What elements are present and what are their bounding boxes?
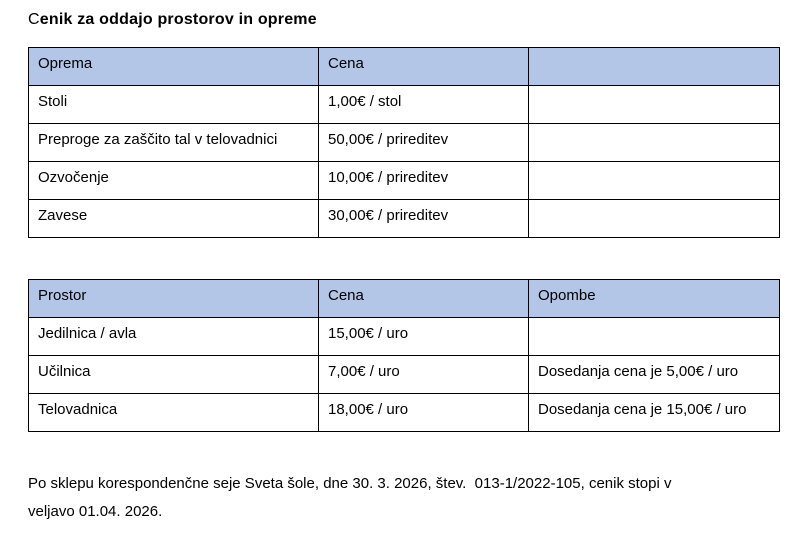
- cell-equipment-price: 1,00€ / stol: [318, 85, 529, 124]
- cell-equipment-note: [528, 123, 780, 162]
- table-row: Preproge za zaščito tal v telovadnici 50…: [28, 123, 780, 162]
- footer-note-line2: veljavo 01.04. 2026.: [28, 503, 163, 520]
- table-header-row: Prostor Cena Opombe: [28, 279, 780, 318]
- header-cena: Cena: [318, 47, 529, 86]
- table-row: Učilnica 7,00€ / uro Dosedanja cena je 5…: [28, 355, 780, 394]
- cell-room-price: 18,00€ / uro: [318, 393, 529, 432]
- header-empty: [528, 47, 780, 86]
- cell-equipment-note: [528, 85, 780, 124]
- table-row: Zavese 30,00€ / prireditev: [28, 199, 780, 238]
- footer-note: Po sklepu korespondenčne seje Sveta šole…: [28, 470, 786, 526]
- page-title-rest: enik za oddajo prostorov in opreme: [39, 11, 317, 28]
- table-row: Telovadnica 18,00€ / uro Dosedanja cena …: [28, 393, 780, 432]
- rooms-table: Prostor Cena Opombe Jedilnica / avla 15,…: [28, 279, 780, 432]
- cell-equipment-price: 50,00€ / prireditev: [318, 123, 529, 162]
- cell-room-name: Učilnica: [28, 355, 319, 394]
- cell-equipment-name: Preproge za zaščito tal v telovadnici: [28, 123, 319, 162]
- cell-equipment-price: 30,00€ / prireditev: [318, 199, 529, 238]
- cell-room-name: Jedilnica / avla: [28, 317, 319, 356]
- table-row: Jedilnica / avla 15,00€ / uro: [28, 317, 780, 356]
- cell-room-price: 7,00€ / uro: [318, 355, 529, 394]
- header-oprema: Oprema: [28, 47, 319, 86]
- table-row: Ozvočenje 10,00€ / prireditev: [28, 161, 780, 200]
- cell-equipment-name: Zavese: [28, 199, 319, 238]
- cell-equipment-note: [528, 199, 780, 238]
- cell-equipment-price: 10,00€ / prireditev: [318, 161, 529, 200]
- cell-room-price: 15,00€ / uro: [318, 317, 529, 356]
- cell-room-note: [528, 317, 780, 356]
- equipment-table: Oprema Cena Stoli 1,00€ / stol Preproge …: [28, 47, 780, 238]
- table-header-row: Oprema Cena: [28, 47, 780, 86]
- header-prostor: Prostor: [28, 279, 319, 318]
- page-title-first-letter: C: [28, 11, 40, 28]
- header-opombe: Opombe: [528, 279, 780, 318]
- cell-equipment-note: [528, 161, 780, 200]
- cell-equipment-name: Stoli: [28, 85, 319, 124]
- page-title: Cenik za oddajo prostorov in opreme: [28, 10, 779, 29]
- cell-equipment-name: Ozvočenje: [28, 161, 319, 200]
- cell-room-note: Dosedanja cena je 15,00€ / uro: [528, 393, 780, 432]
- footer-note-line1: Po sklepu korespondenčne seje Sveta šole…: [28, 475, 672, 492]
- cell-room-name: Telovadnica: [28, 393, 319, 432]
- table-row: Stoli 1,00€ / stol: [28, 85, 780, 124]
- cell-room-note: Dosedanja cena je 5,00€ / uro: [528, 355, 780, 394]
- header-cena: Cena: [318, 279, 529, 318]
